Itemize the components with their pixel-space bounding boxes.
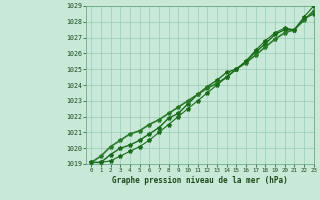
X-axis label: Graphe pression niveau de la mer (hPa): Graphe pression niveau de la mer (hPa) (112, 176, 288, 185)
